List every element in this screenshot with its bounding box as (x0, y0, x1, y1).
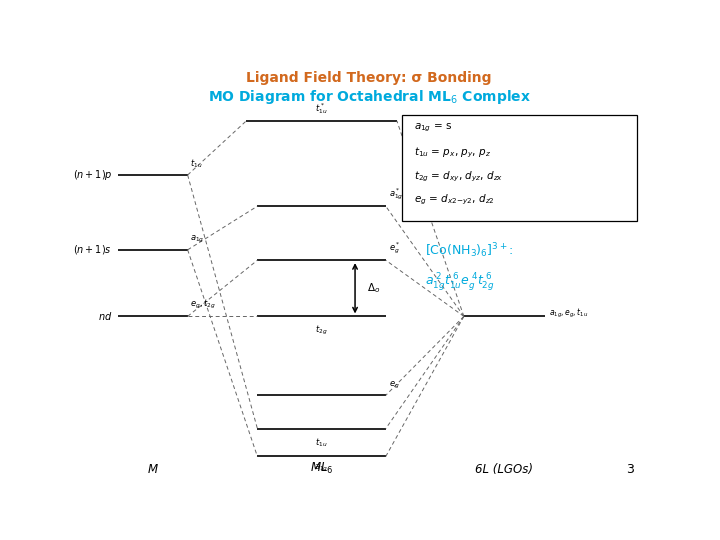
Text: MO Diagram for Octahedral ML$_6$ Complex: MO Diagram for Octahedral ML$_6$ Complex (207, 87, 531, 106)
Text: 3: 3 (626, 463, 634, 476)
Text: $(n+1)s$: $(n+1)s$ (73, 244, 112, 256)
Text: $\Delta_o$: $\Delta_o$ (367, 281, 381, 295)
Text: 6L (LGOs): 6L (LGOs) (475, 463, 534, 476)
Text: $e_g$ = $d_{x2\!-\!y2}$, $d_{z2}$: $e_g$ = $d_{x2\!-\!y2}$, $d_{z2}$ (413, 193, 495, 207)
Text: $a_{1g}, e_g, t_{1u}$: $a_{1g}, e_g, t_{1u}$ (549, 307, 589, 320)
Text: $t_{1u}$: $t_{1u}$ (315, 436, 328, 449)
Text: M: M (148, 463, 158, 476)
Text: $e^*_g$: $e^*_g$ (389, 240, 400, 256)
Text: $t_{1u}$: $t_{1u}$ (190, 158, 203, 170)
Text: $t^*_{1u}$: $t^*_{1u}$ (315, 101, 328, 116)
Text: $a_{1g}^{\;2}t_{1u}^{\;6}e_g^{\;4}t_{2g}^{\;6}$: $a_{1g}^{\;2}t_{1u}^{\;6}e_g^{\;4}t_{2g}… (425, 271, 495, 293)
Text: $e_g$: $e_g$ (389, 380, 399, 391)
Text: $a_{1g}$: $a_{1g}$ (190, 234, 204, 245)
Text: $[\mathrm{Co(NH_3)_6}]^{3+}$:: $[\mathrm{Co(NH_3)_6}]^{3+}$: (425, 241, 513, 260)
Text: $a_{1g}$: $a_{1g}$ (315, 463, 329, 474)
Text: $a^*_{1g}$: $a^*_{1g}$ (389, 186, 403, 202)
Text: $(n+1)p$: $(n+1)p$ (73, 168, 112, 182)
Text: $t_{2g}$: $t_{2g}$ (315, 324, 328, 337)
Text: Ligand Field Theory: σ Bonding: Ligand Field Theory: σ Bonding (246, 71, 492, 85)
Text: $e_g, t_{2g}$: $e_g, t_{2g}$ (190, 298, 217, 312)
FancyBboxPatch shape (402, 114, 637, 221)
Text: ML$_6$: ML$_6$ (310, 461, 333, 476)
Text: $nd$: $nd$ (98, 310, 112, 322)
Text: $t_{1u}$ = $p_x$, $p_y$, $p_z$: $t_{1u}$ = $p_x$, $p_y$, $p_z$ (413, 145, 490, 160)
Text: $a_{1g}$ = s: $a_{1g}$ = s (413, 122, 452, 134)
Text: $t_{2g}$ = $d_{xy}$, $d_{yz}$, $d_{zx}$: $t_{2g}$ = $d_{xy}$, $d_{yz}$, $d_{zx}$ (413, 169, 503, 184)
